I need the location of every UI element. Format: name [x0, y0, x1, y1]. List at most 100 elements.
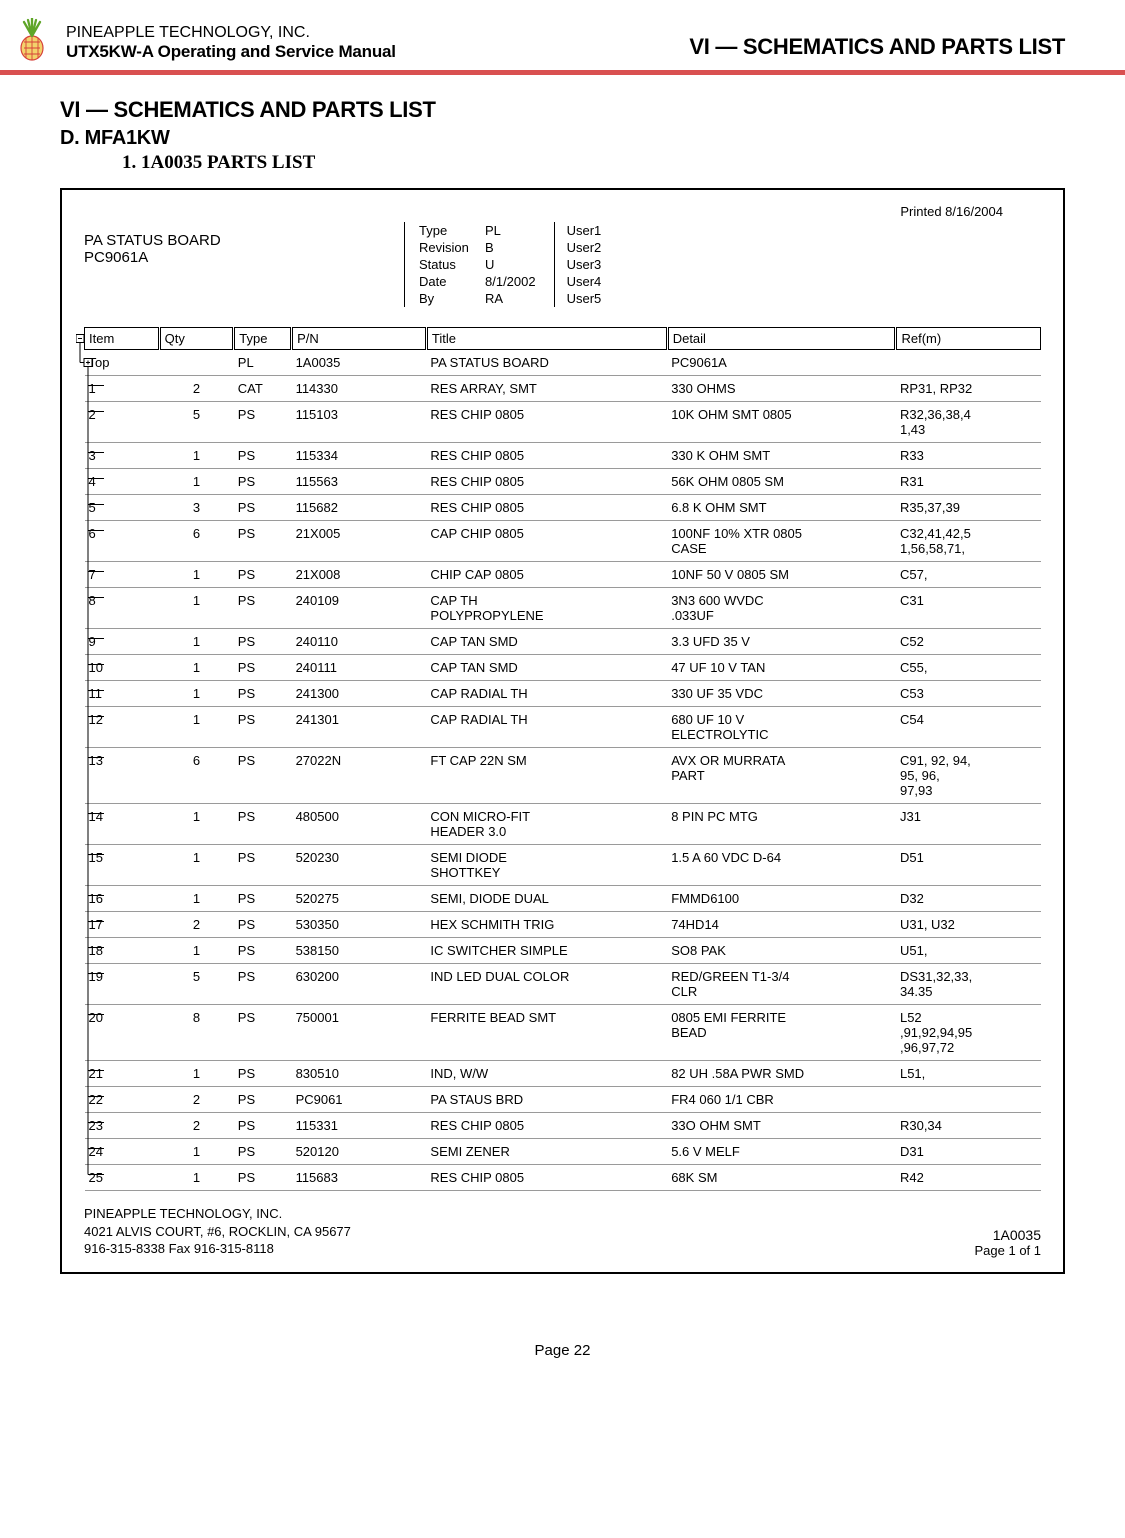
- board-code: PC9061A: [84, 249, 404, 266]
- cell-ref: RP31, RP32: [896, 376, 1041, 402]
- cell-type: PS: [234, 748, 292, 804]
- cell-pn: 520120: [292, 1139, 427, 1165]
- cell-pn: 115103: [292, 402, 427, 443]
- user-field: User5: [567, 290, 602, 307]
- frame-footer: PINEAPPLE TECHNOLOGY, INC. 4021 ALVIS CO…: [84, 1205, 1041, 1258]
- cell-title: RES CHIP 0805: [426, 1165, 667, 1191]
- footer-page: 1A0035 Page 1 of 1: [975, 1227, 1042, 1258]
- cell-title: RES CHIP 0805: [426, 443, 667, 469]
- cell-type: PL: [234, 350, 292, 376]
- table-row: 141PS480500CON MICRO-FIT HEADER 3.08 PIN…: [85, 804, 1041, 845]
- cell-ref: C57,: [896, 562, 1041, 588]
- cell-ref: DS31,32,33, 34.35: [896, 964, 1041, 1005]
- cell-pn: 27022N: [292, 748, 427, 804]
- meta-label: Type: [413, 222, 479, 239]
- cell-ref: R42: [896, 1165, 1041, 1191]
- cell-pn: 115331: [292, 1113, 427, 1139]
- cell-type: PS: [234, 655, 292, 681]
- cell-pn: 240109: [292, 588, 427, 629]
- cell-title: CAP CHIP 0805: [426, 521, 667, 562]
- table-row: 91PS240110CAP TAN SMD3.3 UFD 35 VC52: [85, 629, 1041, 655]
- cell-type: PS: [234, 912, 292, 938]
- cell-title: CAP TAN SMD: [426, 655, 667, 681]
- cell-title: PA STATUS BOARD: [426, 350, 667, 376]
- cell-pn: 114330: [292, 376, 427, 402]
- meta-value: RA: [479, 290, 546, 307]
- cell-qty: [159, 350, 234, 376]
- cell-ref: R33: [896, 443, 1041, 469]
- cell-qty: 2: [159, 1113, 234, 1139]
- table-row: 31PS115334RES CHIP 0805330 K OHM SMTR33: [85, 443, 1041, 469]
- cell-qty: 1: [159, 1165, 234, 1191]
- cell-pn: 21X005: [292, 521, 427, 562]
- user-field: User4: [567, 273, 602, 290]
- board-title: PA STATUS BOARD PC9061A: [84, 222, 404, 266]
- cell-title: CAP RADIAL TH: [426, 707, 667, 748]
- table-row: 81PS240109CAP TH POLYPROPYLENE3N3 600 WV…: [85, 588, 1041, 629]
- cell-detail: SO8 PAK: [667, 938, 896, 964]
- cell-detail: 3N3 600 WVDC .033UF: [667, 588, 896, 629]
- cell-ref: C52: [896, 629, 1041, 655]
- cell-pn: 240110: [292, 629, 427, 655]
- header-left: PINEAPPLE TECHNOLOGY, INC. UTX5KW-A Oper…: [66, 18, 689, 62]
- cell-type: PS: [234, 964, 292, 1005]
- cell-type: PS: [234, 443, 292, 469]
- cell-qty: 1: [159, 707, 234, 748]
- cell-title: RES CHIP 0805: [426, 402, 667, 443]
- table-row: 151PS520230SEMI DIODE SHOTTKEY1.5 A 60 V…: [85, 845, 1041, 886]
- cell-title: RES CHIP 0805: [426, 495, 667, 521]
- table-row: 232PS115331RES CHIP 080533O OHM SMTR30,3…: [85, 1113, 1041, 1139]
- cell-title: IND, W/W: [426, 1061, 667, 1087]
- cell-title: SEMI ZENER: [426, 1139, 667, 1165]
- cell-detail: 680 UF 10 V ELECTROLYTIC: [667, 707, 896, 748]
- page-number: Page 22: [0, 1314, 1125, 1377]
- footer-addr-2: 4021 ALVIS COURT, #6, ROCKLIN, CA 95677: [84, 1223, 351, 1241]
- cell-ref: C54: [896, 707, 1041, 748]
- cell-pn: 530350: [292, 912, 427, 938]
- col-title: Title: [426, 328, 667, 350]
- cell-detail: 0805 EMI FERRITE BEAD: [667, 1005, 896, 1061]
- tree-lines-icon: [76, 327, 106, 1195]
- footer-pageof: Page 1 of 1: [975, 1243, 1042, 1258]
- cell-qty: 8: [159, 1005, 234, 1061]
- heading-1: VI — SCHEMATICS AND PARTS LIST: [60, 97, 1065, 123]
- cell-detail: AVX OR MURRATA PART: [667, 748, 896, 804]
- cell-type: PS: [234, 629, 292, 655]
- cell-qty: 1: [159, 443, 234, 469]
- cell-type: PS: [234, 886, 292, 912]
- table-header-row: Item Qty Type P/N Title Detail Ref(m): [85, 328, 1041, 350]
- cell-qty: 5: [159, 402, 234, 443]
- table-row: 172PS530350HEX SCHMITH TRIG74HD14U31, U3…: [85, 912, 1041, 938]
- meta-value: U: [479, 256, 546, 273]
- meta-value: PL: [479, 222, 546, 239]
- cell-detail: 82 UH .58A PWR SMD: [667, 1061, 896, 1087]
- cell-pn: 750001: [292, 1005, 427, 1061]
- cell-pn: 240111: [292, 655, 427, 681]
- cell-type: PS: [234, 1165, 292, 1191]
- cell-type: PS: [234, 938, 292, 964]
- cell-detail: 1.5 A 60 VDC D-64: [667, 845, 896, 886]
- cell-pn: 21X008: [292, 562, 427, 588]
- footer-address: PINEAPPLE TECHNOLOGY, INC. 4021 ALVIS CO…: [84, 1205, 351, 1258]
- table-row: 66PS21X005CAP CHIP 0805100NF 10% XTR 080…: [85, 521, 1041, 562]
- page-header: PINEAPPLE TECHNOLOGY, INC. UTX5KW-A Oper…: [0, 0, 1125, 75]
- cell-ref: U31, U32: [896, 912, 1041, 938]
- table-row: 121PS241301CAP RADIAL TH680 UF 10 V ELEC…: [85, 707, 1041, 748]
- cell-title: CAP TAN SMD: [426, 629, 667, 655]
- meta-column: TypePL RevisionB StatusU Date8/1/2002 By…: [404, 222, 554, 307]
- cell-title: CAP TH POLYPROPYLENE: [426, 588, 667, 629]
- cell-type: PS: [234, 1087, 292, 1113]
- footer-partno: 1A0035: [975, 1227, 1042, 1243]
- footer-addr-1: PINEAPPLE TECHNOLOGY, INC.: [84, 1205, 351, 1223]
- cell-qty: 2: [159, 376, 234, 402]
- cell-type: PS: [234, 1139, 292, 1165]
- cell-qty: 6: [159, 748, 234, 804]
- cell-ref: D32: [896, 886, 1041, 912]
- cell-pn: 520275: [292, 886, 427, 912]
- printed-date: Printed 8/16/2004: [900, 204, 1003, 219]
- footer-addr-3: 916-315-8338 Fax 916-315-8118: [84, 1240, 351, 1258]
- table-row: 25PS115103RES CHIP 080510K OHM SMT 0805R…: [85, 402, 1041, 443]
- cell-ref: R31: [896, 469, 1041, 495]
- cell-qty: 1: [159, 469, 234, 495]
- pineapple-logo-icon: [10, 18, 54, 62]
